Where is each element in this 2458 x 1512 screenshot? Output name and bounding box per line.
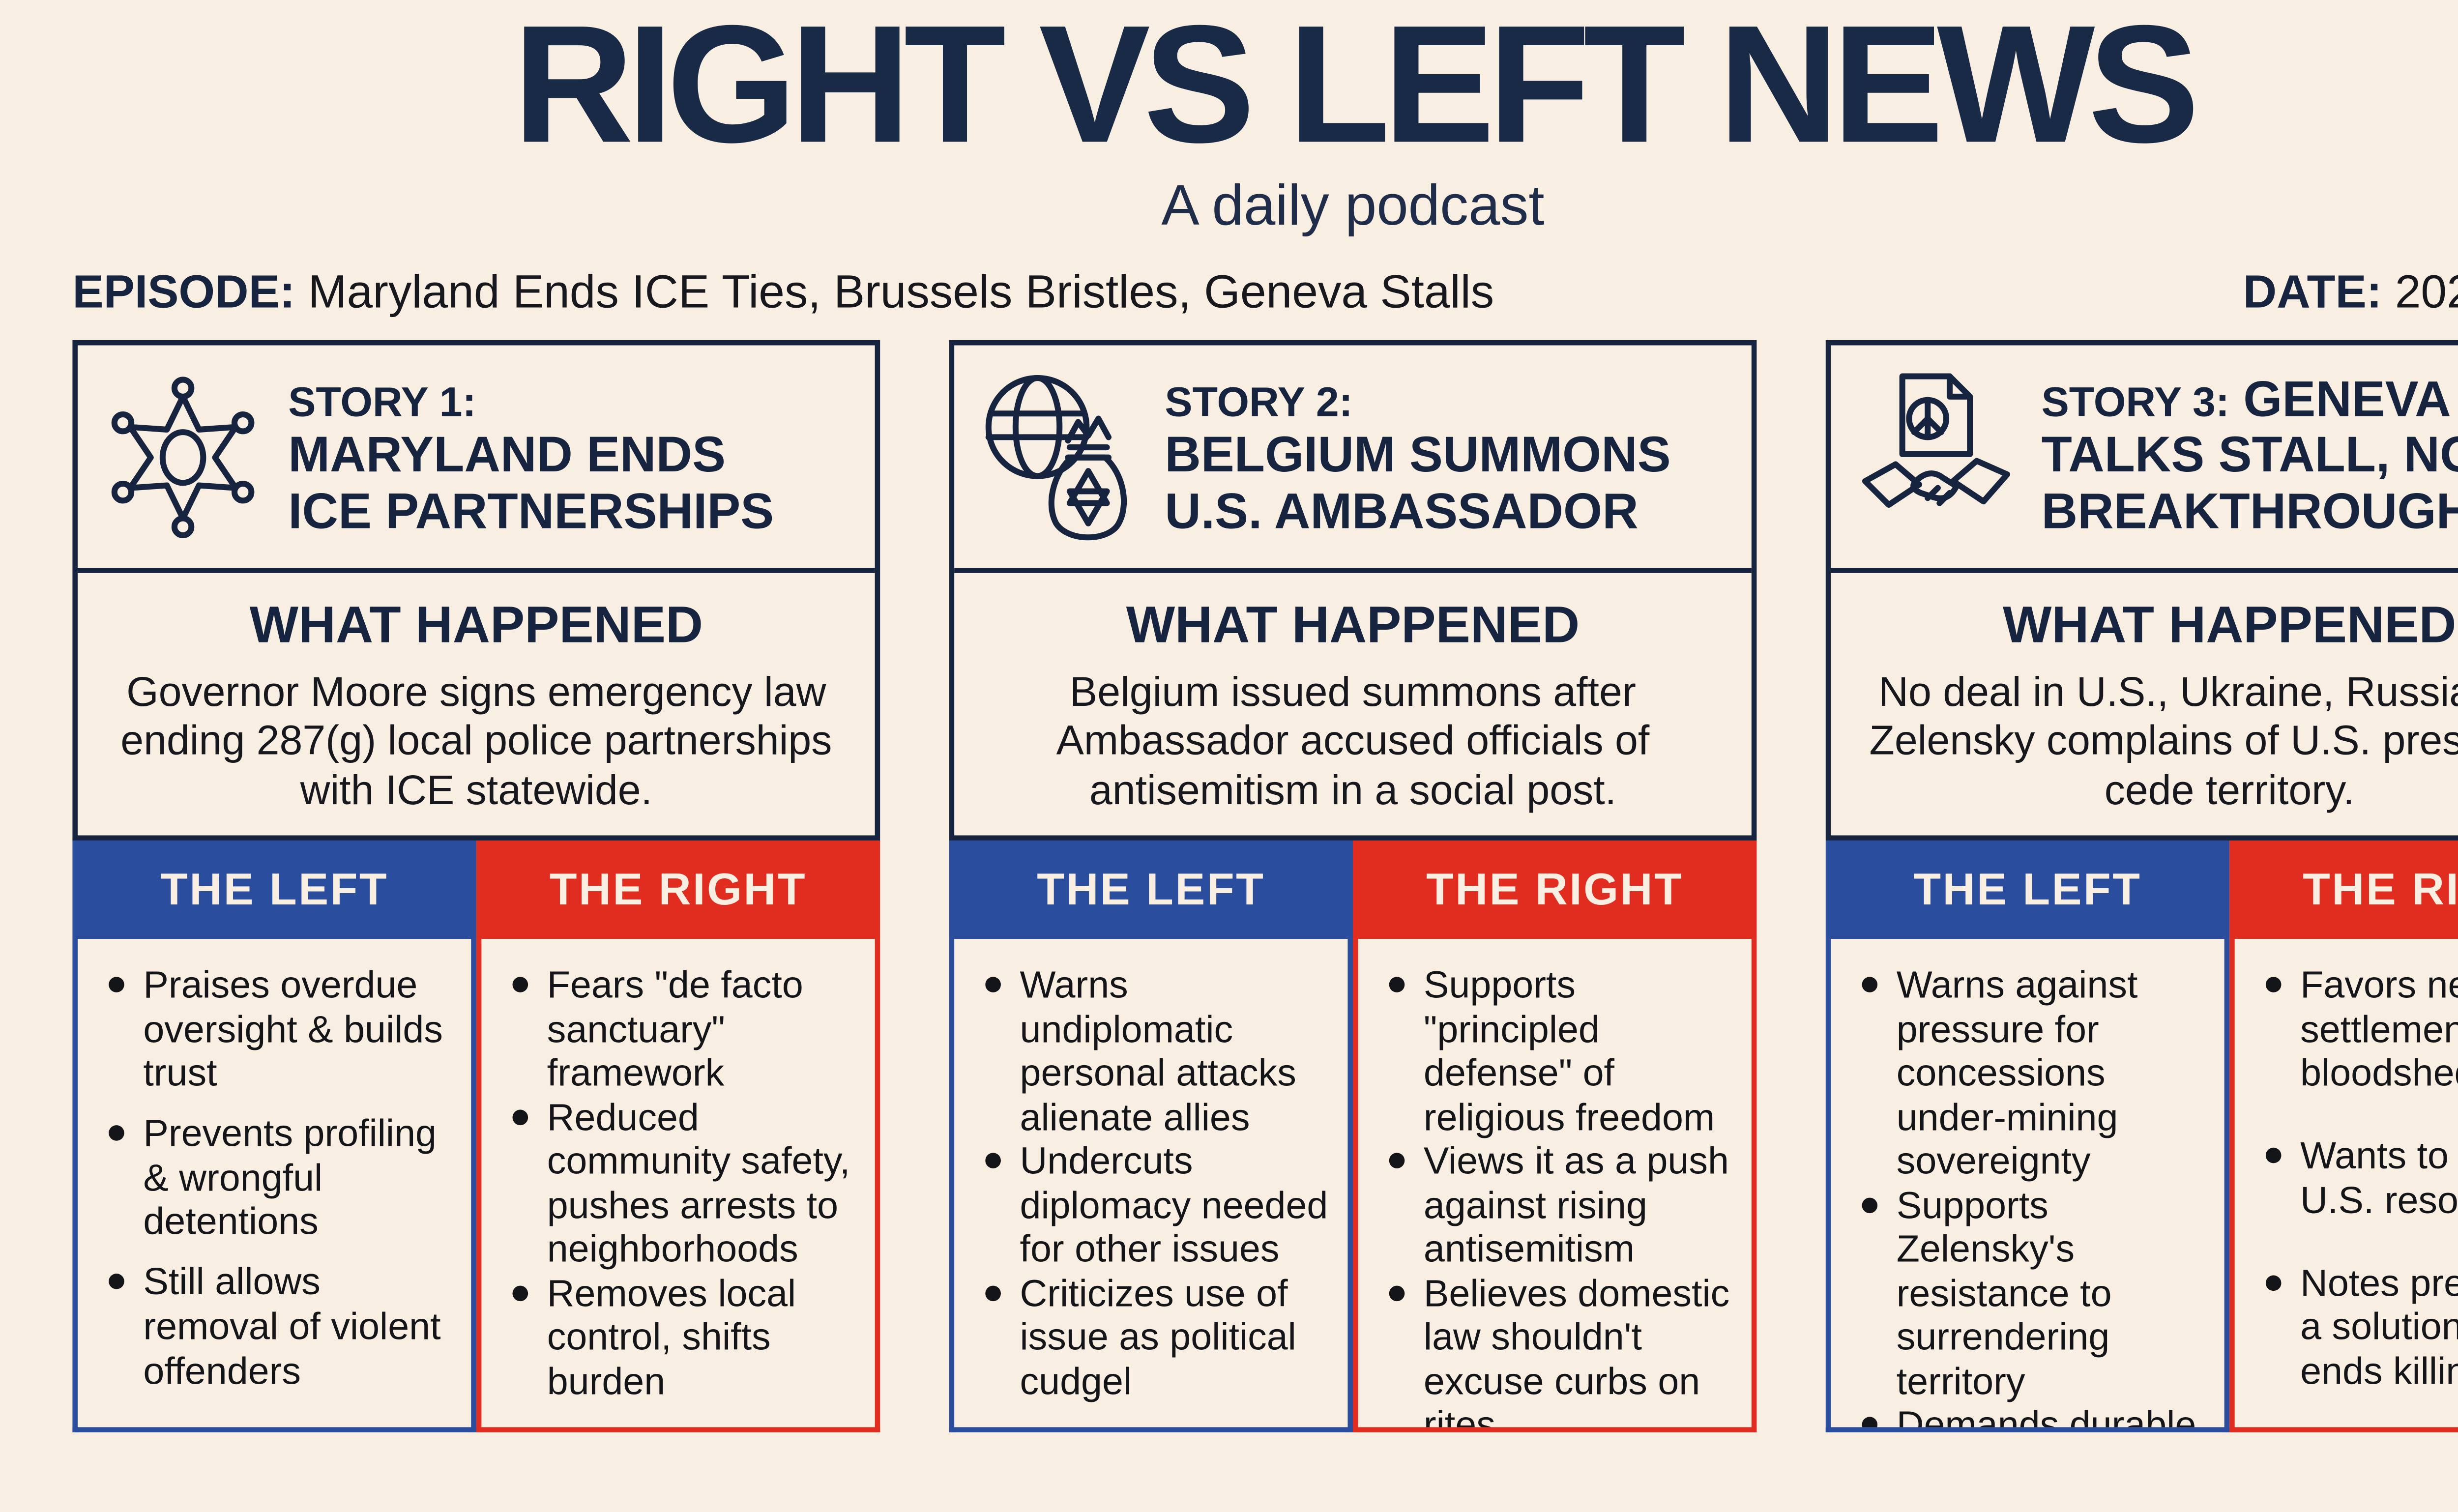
episode-line: EPISODE: Maryland Ends ICE Ties, Brussel… [72,266,1494,320]
right-points-list: Favors negotiated settlement to stop blo… [2229,939,2458,1433]
side-columns: Warns against pressure for concessions u… [1825,939,2458,1433]
story-card-3: STORY 3: GENEVA TALKS STALL, NO BREAKTHR… [1825,340,2458,1433]
list-item: Undercuts diplomacy needed for other iss… [978,1139,1334,1272]
story-heading: STORY 2: BELGIUM SUMMONS U.S. AMBASSADOR [1165,379,1671,540]
list-item: Warns against pressure for concessions u… [1855,963,2210,1183]
right-header-bar: THE RIGHT [1352,841,1757,939]
list-item: Warns undiplomatic personal attacks alie… [978,963,1334,1139]
what-happened-heading: WHAT HAPPENED [249,597,703,655]
story-card-1: STORY 1: MARYLAND ENDS ICE PARTNERSHIPS … [72,340,880,1433]
what-happened-heading: WHAT HAPPENED [2002,597,2457,655]
story-3-top: STORY 3: GENEVA TALKS STALL, NO BREAKTHR… [1825,340,2458,841]
list-item: Notes pressure for a solution that ends … [2259,1261,2458,1393]
left-header-bar: THE LEFT [949,841,1353,939]
list-item: Demands durable security guarantees & ac… [1855,1403,2210,1427]
what-happened-text: Governor Moore signs emergency law endin… [120,669,832,814]
list-item: Criticizes use of issue as political cud… [978,1271,1334,1403]
left-header-bar: THE LEFT [72,841,476,939]
what-happened-section: WHAT HAPPENED Belgium issued summons aft… [954,573,1752,816]
list-item: Praises overdue oversight & builds trust [102,963,457,1095]
right-header-bar: THE RIGHT [476,841,880,939]
right-points-list: Fears "de facto sanctuary" framework Red… [476,939,880,1433]
episode-value: Maryland Ends ICE Ties, Brussels Bristle… [308,266,1494,318]
what-happened-text: No deal in U.S., Ukraine, Russia talks; … [1869,669,2458,814]
date-value: 2026-02-18 [2395,266,2458,318]
what-happened-heading: WHAT HAPPENED [1126,597,1580,655]
left-points-list: Warns undiplomatic personal attacks alie… [949,939,1353,1433]
globe-money-bag-icon [975,365,1144,548]
story-heading: STORY 1: MARYLAND ENDS ICE PARTNERSHIPS [288,379,774,540]
list-item: Still allows removal of violent offender… [102,1261,457,1393]
list-item: Wants to refocus U.S. resources [2259,1134,2458,1222]
list-item: Prevents profiling & wrongful detentions [102,1112,457,1244]
list-item: Supports Zelensky's resistance to surren… [1855,1183,2210,1403]
list-item: Fears "de facto sanctuary" framework [505,963,861,1095]
date-line: DATE: 2026-02-18 [2243,266,2458,320]
date-label: DATE: [2243,266,2382,318]
list-item: Reduced community safety, pushes arrests… [505,1095,861,1271]
story-1-header: STORY 1: MARYLAND ENDS ICE PARTNERSHIPS [77,346,875,574]
meta-row: EPISODE: Maryland Ends ICE Ties, Brussel… [0,266,2458,320]
side-header-bars: THE LEFT THE RIGHT [1825,841,2458,939]
stories-row: STORY 1: MARYLAND ENDS ICE PARTNERSHIPS … [0,340,2458,1433]
right-header-bar: THE RIGHT [2229,841,2458,939]
story-2-top: STORY 2: BELGIUM SUMMONS U.S. AMBASSADOR… [949,340,1757,841]
story-1-top: STORY 1: MARYLAND ENDS ICE PARTNERSHIPS … [72,340,880,841]
what-happened-section: WHAT HAPPENED Governor Moore signs emerg… [78,573,875,816]
left-points-list: Warns against pressure for concessions u… [1825,939,2230,1433]
left-points-list: Praises overdue oversight & builds trust… [72,939,476,1433]
page-title: RIGHT VS LEFT NEWS [513,0,2199,178]
side-columns: Praises overdue oversight & builds trust… [72,939,880,1433]
episode-label: EPISODE: [72,266,295,318]
handshake-peace-icon [1851,365,2020,548]
story-heading: STORY 3: GENEVA TALKS STALL, NO BREAKTHR… [2041,373,2458,540]
list-item: Believes domestic law shouldn't excuse c… [1382,1271,1738,1427]
list-item: Views it as a push against rising antise… [1382,1139,1738,1272]
left-header-bar: THE LEFT [1825,841,2230,939]
side-columns: Warns undiplomatic personal attacks alie… [949,939,1757,1433]
story-3-header: STORY 3: GENEVA TALKS STALL, NO BREAKTHR… [1831,346,2458,574]
list-item: Removes local control, shifts burden [505,1271,861,1403]
list-item: Favors negotiated settlement to stop blo… [2259,963,2458,1095]
story-card-2: STORY 2: BELGIUM SUMMONS U.S. AMBASSADOR… [949,340,1757,1433]
masthead: RIGHT VS LEFT NEWS A daily podcast [0,0,2458,238]
what-happened-section: WHAT HAPPENED No deal in U.S., Ukraine, … [1831,573,2458,816]
story-2-header: STORY 2: BELGIUM SUMMONS U.S. AMBASSADOR [954,346,1752,574]
right-points-list: Supports "principled defense" of religio… [1352,939,1757,1433]
side-header-bars: THE LEFT THE RIGHT [949,841,1757,939]
list-item: Supports "principled defense" of religio… [1382,963,1738,1139]
sheriff-badge-icon [98,365,267,548]
page-subtitle: A daily podcast [1161,173,1545,237]
side-header-bars: THE LEFT THE RIGHT [72,841,880,939]
what-happened-text: Belgium issued summons after Ambassador … [1056,669,1650,814]
